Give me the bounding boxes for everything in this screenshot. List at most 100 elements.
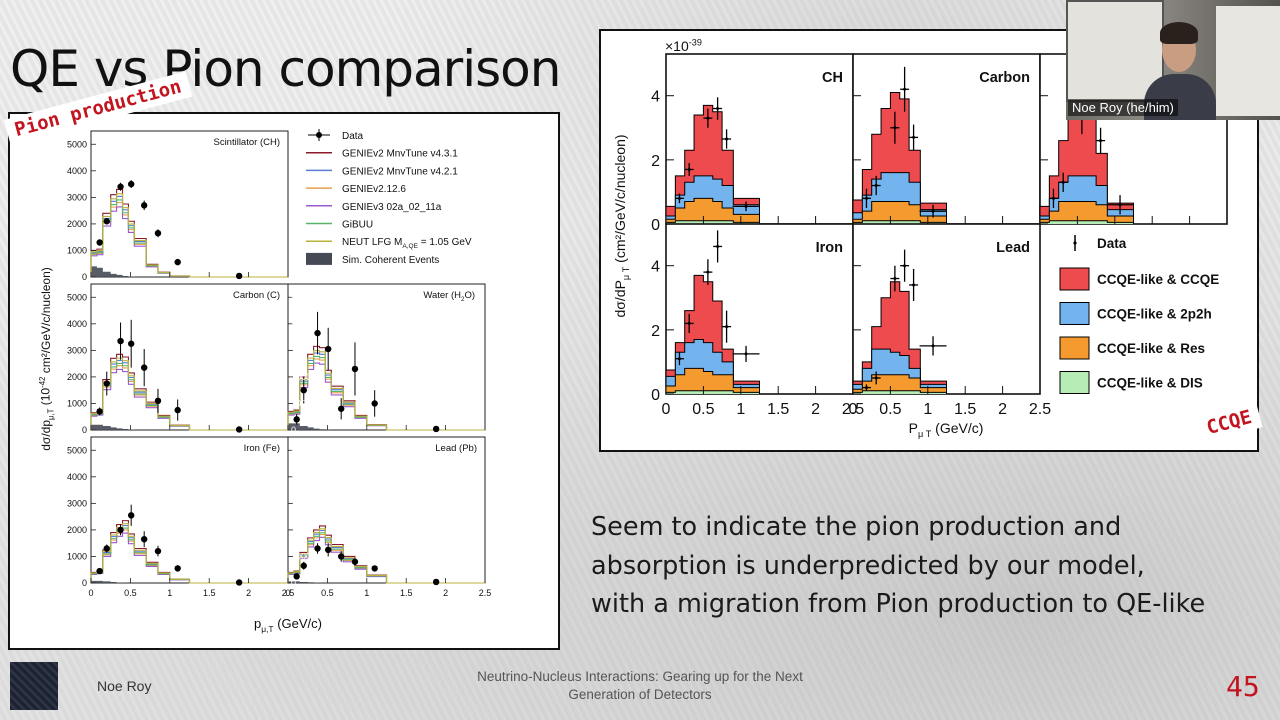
x-tick-label: 1 (736, 401, 745, 418)
legend-swatch (1059, 302, 1090, 325)
y-tick-label: 0 (82, 272, 87, 282)
y-tick-label: 0 (82, 425, 87, 435)
data-point (1118, 203, 1122, 207)
data-point (154, 397, 162, 404)
x-axis-label: pμ,T (GeV/c) (254, 616, 322, 634)
y-tick-label: 2000 (67, 525, 87, 535)
legend-label: CCQE-like & 2p2h (1097, 307, 1212, 322)
summary-text: Seem to indicate the pion production and… (591, 508, 1271, 624)
data-point (96, 408, 103, 415)
data-point (235, 579, 243, 586)
x-tick-label: 2 (998, 401, 1007, 418)
panel-frame (287, 283, 486, 431)
data-point (903, 87, 907, 91)
legend-label: GiBUU (342, 220, 373, 231)
y-axis-label: dσ/dPμ T (cm²/GeV/c/nucleon) (612, 134, 631, 317)
data-point (314, 329, 321, 337)
y-tick-label: 0 (291, 578, 296, 588)
y-axis-exponent: ×10-39 (665, 37, 702, 54)
x-tick-label: 1 (923, 401, 932, 418)
x-tick-label: 1.5 (400, 588, 413, 598)
y-tick-label: 4000 (67, 166, 87, 176)
data-point (103, 218, 110, 225)
panel-frame (90, 130, 289, 278)
coherent-fill (288, 581, 485, 583)
legend-data-marker (316, 132, 322, 138)
author-name: Noe Roy (97, 678, 152, 694)
data-point (893, 126, 897, 130)
data-point (371, 565, 378, 572)
stacked-component (1039, 201, 1134, 224)
legend-label: CCQE-like & Res (1097, 341, 1205, 356)
y-tick-label: 1000 (291, 398, 311, 408)
y-tick-label: 0 (82, 578, 87, 588)
data-point (103, 380, 110, 387)
y-tick-label: 2000 (291, 372, 311, 382)
data-point (154, 230, 162, 237)
y-tick-label: 4000 (291, 472, 311, 482)
plot-panel: 0 1000 2000 3000 4000 5000 Lead (Pb) (287, 436, 486, 588)
data-point (744, 352, 748, 356)
model-line (90, 523, 288, 584)
legend-entry: GENIEv2 MnvTune v4.2.1 (306, 166, 458, 177)
legend-entry: GENIEv2 MnvTune v4.3.1 (306, 149, 458, 160)
y-tick-label: 1000 (291, 551, 311, 561)
summary-line: with a migration from Pion production to… (591, 589, 1206, 619)
y-tick-label: 2000 (291, 525, 311, 535)
data-point (903, 264, 907, 268)
data-point (96, 567, 103, 575)
legend: Data GENIEv2 MnvTune v4.3.1 GENIEv2 MnvTun… (306, 129, 472, 266)
data-point (140, 536, 148, 543)
y-tick-label: 0 (651, 387, 660, 404)
panel-label: Scintillator (CH) (213, 137, 280, 148)
y-axis-label: dσ/dpμ,T (10-42 cm²/GeV/c/nucleon) (38, 267, 56, 451)
legend-entry: CCQE-like & Res (1059, 336, 1205, 360)
legend-entry: GENIEv3 02a_02_11a (306, 202, 442, 213)
plot-panel: 0 1000 2000 3000 4000 5000 Scintillator (CH) (67, 130, 289, 282)
y-tick-label: 2 (651, 323, 660, 340)
y-tick-label: 4 (651, 259, 660, 276)
plot-panel: Lead (852, 223, 1041, 395)
data-point (912, 283, 916, 287)
x-tick-label: 1.5 (767, 401, 789, 418)
data-point (1051, 196, 1055, 200)
data-point (716, 244, 720, 248)
x-tick-label: 1 (364, 588, 369, 598)
y-tick-label: 5000 (67, 292, 87, 302)
panel-label: Iron (816, 240, 843, 256)
stacked-component (665, 367, 760, 394)
data-point (687, 321, 691, 325)
legend-entry: Sim. Coherent Events (306, 252, 439, 266)
plot-panel: 0 1000 2000 3000 4000 5000 Carbon (C) (67, 283, 289, 435)
data-point (337, 405, 345, 412)
data-point (432, 578, 440, 586)
y-tick-label: 5000 (67, 139, 87, 149)
model-line (287, 350, 485, 431)
y-tick-label: 4000 (291, 319, 311, 329)
panel-frame (90, 436, 289, 584)
data-point (324, 345, 332, 353)
data-point (117, 526, 124, 534)
model-line (90, 357, 288, 431)
legend-label: CCQE-like & DIS (1097, 376, 1203, 391)
x-tick-label: 1.5 (203, 588, 216, 598)
legend-data-marker (1073, 241, 1077, 245)
footer-line: Generation of Detectors (568, 687, 712, 702)
y-tick-label: 2 (651, 153, 660, 170)
y-tick-label: 1000 (67, 398, 87, 408)
whiteboard-image (1216, 6, 1280, 116)
panel-label: Lead (996, 240, 1030, 256)
x-tick-label: 2 (246, 588, 251, 598)
y-tick-label: 3000 (291, 345, 311, 355)
y-tick-label: 2000 (67, 372, 87, 382)
x-tick-label: 1.5 (954, 401, 976, 418)
data-point (687, 167, 691, 171)
x-tick-label: 2.5 (282, 588, 295, 598)
data-point (293, 573, 300, 580)
legend-label: CCQE-like & CCQE (1097, 272, 1219, 287)
pion-production-figure: 0 1000 2000 3000 4000 5000 Scintillator (CH) 0 1… (8, 112, 560, 650)
data-point (706, 116, 710, 120)
participant-video-tile[interactable]: Noe Roy (he/him) (1066, 0, 1280, 120)
participant-name-label: Noe Roy (he/him) (1068, 99, 1178, 116)
x-tick-label: 0.5 (321, 588, 334, 598)
